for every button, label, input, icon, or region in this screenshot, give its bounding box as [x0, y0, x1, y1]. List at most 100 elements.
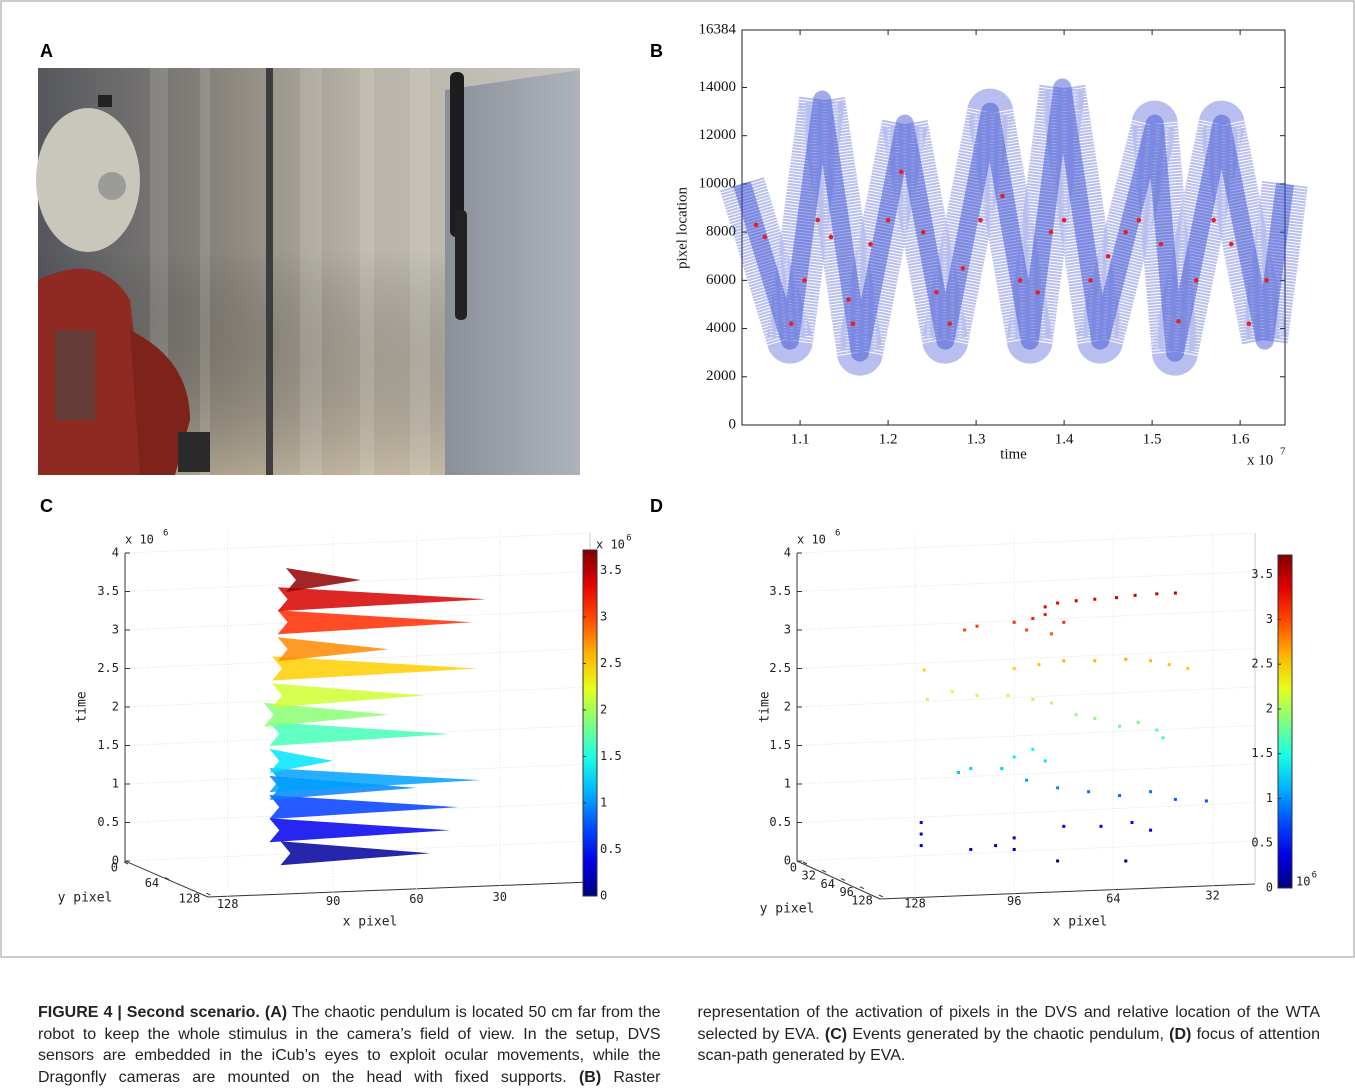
attention-point — [1049, 701, 1053, 705]
wta-point — [815, 217, 820, 223]
wta-point — [1136, 217, 1142, 223]
axis-multiplier: x 10 — [1247, 452, 1273, 468]
y-tick-label: 4000 — [706, 320, 736, 336]
y-tick — [821, 869, 827, 873]
wta-point — [1211, 217, 1217, 223]
colorbar-tick-label: 1 — [600, 795, 607, 809]
attention-point — [1037, 663, 1041, 667]
attention-point — [1136, 720, 1140, 724]
colorbar-tick-label: 0 — [600, 889, 607, 903]
y-tick-label: 64 — [820, 877, 834, 891]
wta-point — [1193, 278, 1199, 283]
attention-point — [1043, 605, 1047, 609]
panel-label: B — [650, 41, 663, 61]
colorbar — [582, 549, 598, 897]
wta-point — [1105, 253, 1111, 259]
wta-point — [1088, 278, 1093, 283]
z-tick-label: 0.5 — [97, 815, 119, 829]
attention-point — [1056, 601, 1060, 605]
attention-point — [1062, 620, 1066, 624]
x-axis-label: x pixel — [1053, 915, 1108, 930]
y-tick-label: 0 — [729, 416, 737, 432]
attention-point — [1093, 717, 1097, 721]
attention-point — [1031, 616, 1035, 620]
y-axis-label: y pixel — [58, 891, 113, 906]
attention-point — [1167, 663, 1171, 667]
x-tick-label: 1.4 — [1055, 431, 1074, 447]
attention-point — [1087, 790, 1091, 794]
attention-point — [1155, 728, 1159, 732]
event-layer — [272, 656, 478, 681]
grid-line — [124, 686, 591, 708]
z-tick-label: 4 — [112, 546, 119, 560]
colorbar-tick-label: 1.5 — [600, 749, 622, 763]
z-tick-label: 3.5 — [97, 584, 119, 598]
wta-point — [898, 169, 904, 175]
attention-point — [1043, 613, 1047, 617]
y-tick-label: 8000 — [706, 224, 736, 240]
grid-line — [796, 840, 1256, 862]
y-tick-label: 2000 — [706, 368, 736, 384]
z-tick-label: 0 — [112, 854, 119, 868]
attention-point — [975, 624, 979, 628]
figure: A BC D020004000600080001000012000140001638… — [0, 0, 1355, 958]
z-tick-label: 1 — [784, 777, 791, 791]
attention-point — [1093, 659, 1097, 663]
colorbar-tick-label: 3.5 — [600, 563, 622, 577]
attention-point — [1049, 632, 1053, 636]
wta-point — [934, 290, 939, 295]
z-tick-label: 0 — [784, 854, 791, 868]
attention-point — [1099, 824, 1103, 828]
grid-line — [796, 802, 1256, 823]
attention-point — [1149, 828, 1153, 832]
z-axis-label: time — [758, 691, 773, 722]
panel-label: D — [650, 496, 663, 516]
grid-line — [124, 609, 591, 631]
grid-line — [796, 609, 1256, 631]
event-layer — [263, 702, 389, 727]
attention-point — [1012, 836, 1016, 840]
axis-line — [879, 883, 1256, 900]
wta-point — [1048, 229, 1054, 235]
attention-point — [963, 628, 967, 632]
attention-point — [1062, 824, 1066, 828]
y-tick-label: 12000 — [699, 127, 737, 143]
wta-point — [762, 234, 768, 240]
colorbar-tick-label: 1.5 — [1251, 746, 1273, 760]
figure-frame — [0, 0, 1355, 958]
x-tick-label: 90 — [326, 894, 340, 908]
x-tick-label: 64 — [1106, 891, 1120, 905]
colorbar-tick-label: 2 — [1266, 701, 1273, 715]
axis-line — [207, 881, 591, 898]
z-tick-label: 1.5 — [97, 738, 119, 752]
y-tick — [802, 861, 808, 865]
colorbar-tick-label: 3 — [1266, 612, 1273, 626]
event-layer — [269, 721, 450, 746]
attention-point — [1173, 797, 1177, 801]
x-tick-label: 128 — [904, 897, 926, 911]
event-layer — [280, 841, 431, 866]
wta-point — [978, 217, 983, 223]
x-tick-label: 1.2 — [879, 431, 898, 447]
axis-multiplier: x 10 — [125, 533, 154, 547]
attention-point — [950, 690, 954, 694]
grid-line — [796, 571, 1256, 592]
panel-label: C — [40, 496, 53, 516]
attention-point — [1000, 767, 1004, 771]
x-tick-label: 128 — [217, 897, 239, 911]
wta-point — [788, 321, 794, 327]
caption: FIGURE 4 | Second scenario. (A) The chao… — [38, 1002, 1320, 1088]
attention-point — [1043, 759, 1047, 763]
y-tick-label: 0 — [111, 861, 118, 875]
wta-point — [1229, 241, 1234, 247]
event-layer — [277, 637, 389, 662]
caption-run: Events generated by the chaotic pendulum… — [847, 1025, 1170, 1043]
z-tick-label: 1 — [112, 777, 119, 791]
attention-point — [1025, 628, 1029, 632]
y-tick-label: 10000 — [699, 175, 737, 191]
attention-point — [1186, 667, 1190, 670]
attention-point — [1133, 593, 1137, 597]
attention-point — [1204, 799, 1208, 803]
attention-point — [969, 767, 973, 771]
attention-point — [1115, 596, 1118, 600]
